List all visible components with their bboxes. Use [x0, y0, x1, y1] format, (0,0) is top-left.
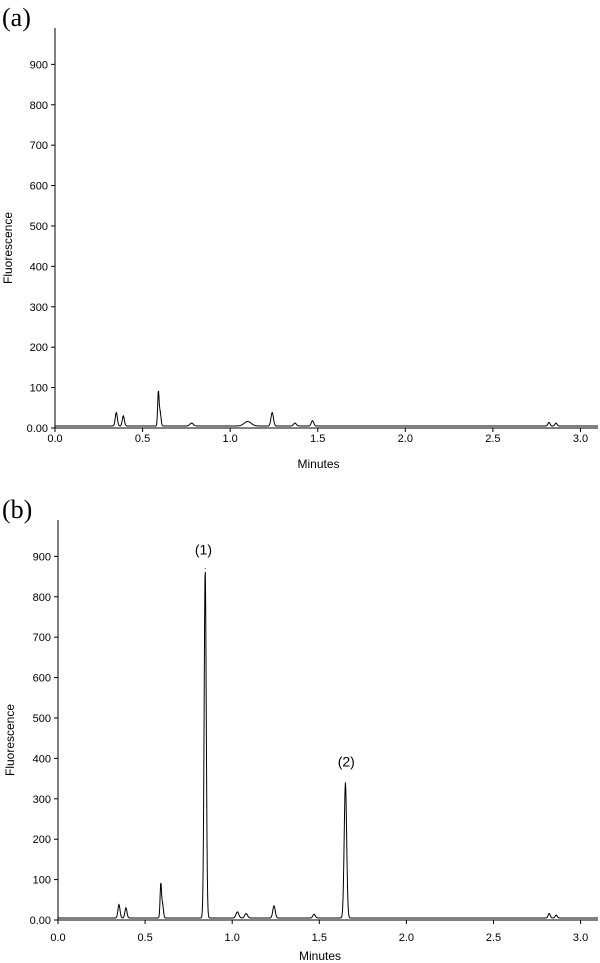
- y-axis-title: Fluorescence: [1, 212, 15, 284]
- peak-point: [271, 412, 273, 414]
- panel-label: (a): [2, 3, 31, 32]
- chromatogram-trace: [58, 571, 598, 919]
- peak-point: [548, 421, 550, 423]
- y-tick-label: 900: [33, 551, 51, 563]
- peak-point: [344, 782, 346, 784]
- y-tick-label: 600: [30, 181, 48, 193]
- y-tick-label: 700: [33, 632, 51, 644]
- x-tick-label: 3.0: [573, 932, 588, 944]
- y-tick-label: 300: [33, 794, 51, 806]
- y-tick-label: 300: [30, 302, 48, 314]
- peak-annotation: (1): [195, 541, 212, 557]
- y-axis-title: Fluorescence: [3, 704, 17, 776]
- peak-point: [236, 911, 238, 913]
- peak-point: [294, 422, 296, 424]
- chromatogram-trace: [55, 390, 598, 427]
- x-axis-title: Minutes: [297, 457, 339, 471]
- x-tick-label: 1.5: [310, 433, 325, 445]
- y-tick-label: 800: [30, 100, 48, 112]
- y-tick-label: 600: [33, 673, 51, 685]
- y-tick-label: 0.00: [30, 915, 51, 927]
- panel-label: (b): [2, 495, 32, 524]
- y-tick-label: 0.00: [27, 423, 48, 435]
- y-tick-label: 100: [30, 383, 48, 395]
- y-tick-label: 400: [33, 753, 51, 765]
- x-tick-label: 0.0: [50, 932, 65, 944]
- peak-point: [157, 391, 159, 393]
- peak-point: [204, 567, 206, 569]
- peak-point: [555, 422, 557, 424]
- x-tick-label: 2.0: [398, 433, 413, 445]
- peak-point: [118, 904, 120, 906]
- y-tick-label: 900: [30, 59, 48, 71]
- peak-point: [247, 421, 249, 423]
- y-tick-label: 200: [30, 342, 48, 354]
- peak-point: [191, 422, 193, 424]
- x-tick-label: 2.5: [485, 433, 500, 445]
- peak-point: [273, 905, 275, 907]
- peak-point: [313, 913, 315, 915]
- peak-annotation: (2): [338, 753, 355, 769]
- x-tick-label: 2.0: [399, 932, 414, 944]
- peak-point: [162, 903, 164, 905]
- x-tick-label: 0.5: [135, 433, 150, 445]
- peak-point: [548, 913, 550, 915]
- y-tick-label: 700: [30, 140, 48, 152]
- y-tick-label: 500: [30, 221, 48, 233]
- peak-point: [245, 913, 247, 915]
- y-tick-label: 100: [33, 875, 51, 887]
- peak-point: [115, 412, 117, 414]
- peak-point: [125, 907, 127, 909]
- x-tick-label: 1.0: [223, 433, 238, 445]
- y-tick-label: 500: [33, 713, 51, 725]
- peak-point: [311, 420, 313, 422]
- peak-point: [160, 883, 162, 885]
- x-tick-label: 3.0: [573, 433, 588, 445]
- peak-point: [122, 415, 124, 417]
- y-tick-label: 200: [33, 834, 51, 846]
- y-tick-label: 400: [30, 261, 48, 273]
- x-tick-label: 0.0: [47, 433, 62, 445]
- x-axis-title: Minutes: [299, 949, 341, 963]
- x-tick-label: 1.5: [312, 932, 327, 944]
- peak-point: [159, 411, 161, 413]
- peak-point: [555, 914, 557, 916]
- x-tick-label: 1.0: [225, 932, 240, 944]
- x-tick-label: 0.5: [137, 932, 152, 944]
- x-tick-label: 2.5: [486, 932, 501, 944]
- y-tick-label: 800: [33, 592, 51, 604]
